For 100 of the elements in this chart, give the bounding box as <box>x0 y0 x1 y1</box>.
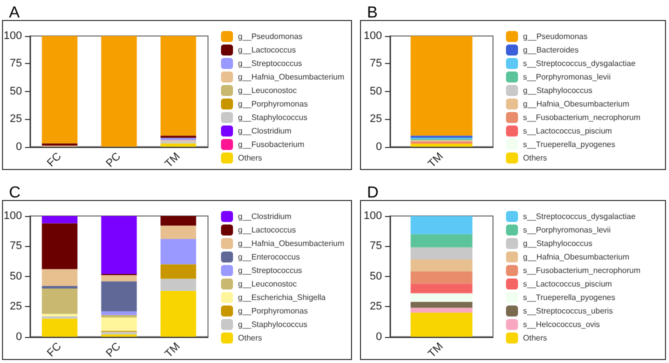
legend-label: s__Porphyromonas_levii <box>523 72 611 82</box>
y-tick-label: 100 <box>4 210 22 222</box>
legend-label: g__Porphyromonas <box>238 306 308 316</box>
legend-label: g__Escherichia_Shigella <box>238 293 326 302</box>
x-tick-label: TM <box>162 340 183 360</box>
legend-label: g__Streptococcus <box>238 59 302 68</box>
bar <box>101 36 137 147</box>
x-tick-label: TM <box>426 150 446 170</box>
bar <box>42 36 78 144</box>
legend-label: s__Lactococcus_piscium <box>523 126 612 136</box>
legend-label: Others <box>238 334 262 342</box>
bar <box>160 36 196 136</box>
y-tick-label: 25 <box>370 113 382 126</box>
bar <box>410 36 472 136</box>
legend-label: s__Trueperella_pyogenes <box>523 140 616 149</box>
legend-label: s__Fusobacterium_necrophorum <box>523 113 641 122</box>
legend-label: g__Porphyromonas <box>238 100 308 108</box>
bar <box>410 272 472 284</box>
y-tick-label: 100 <box>4 30 22 42</box>
bar <box>160 226 196 239</box>
legend-label: g__Fusobacterium <box>238 140 305 149</box>
chart-title: D <box>367 184 379 202</box>
legend-label: s__Helcococcus_ovis <box>523 320 600 329</box>
legend-label: s__Streptococcus_dysgalactiae <box>523 212 636 221</box>
bar <box>410 234 472 248</box>
x-tick-label: TM <box>162 150 183 170</box>
legend-label: Others <box>523 154 548 162</box>
legend-label: g__Staphylococcus <box>238 320 308 329</box>
legend-label: g__Staphylococcus <box>238 113 308 122</box>
y-tick-label: 0 <box>16 330 22 343</box>
bar <box>42 316 78 319</box>
bar <box>410 216 472 234</box>
legend-label: g__Pseudomonas <box>238 32 302 41</box>
chart-title: A <box>9 4 20 22</box>
legend-label: g__Lactococcus <box>238 226 296 234</box>
bar <box>101 334 137 337</box>
y-tick-label: 100 <box>364 210 382 222</box>
y-tick-label: 50 <box>370 85 382 98</box>
y-tick-label: 75 <box>10 240 22 252</box>
x-tick-label: FC <box>45 150 64 170</box>
legend-label: g__Staphylococcus <box>523 86 592 95</box>
bar <box>410 143 472 147</box>
y-tick-label: 0 <box>376 140 382 153</box>
bar <box>160 138 196 140</box>
bar <box>160 278 196 291</box>
y-tick-label: 25 <box>10 300 22 313</box>
legend-label: g__Pseudomonas <box>523 32 588 41</box>
y-tick-label: 25 <box>370 300 382 313</box>
bar <box>42 269 78 286</box>
bar <box>410 259 472 272</box>
legend-label: g__Hafnia_Obesumbacterium <box>523 100 630 108</box>
legend-label: g__Hafnia_Obesumbacterium <box>238 72 345 82</box>
bar <box>160 290 196 337</box>
bar <box>42 288 78 314</box>
x-tick-label: PC <box>104 340 124 360</box>
legend-label: g__Clostridium <box>238 212 292 221</box>
legend-label: s__Porphyromonas_levii <box>523 226 611 234</box>
bar <box>101 216 137 274</box>
legend-label: g__Hafnia_Obesumbacterium <box>238 239 345 248</box>
bar <box>101 317 137 331</box>
y-tick-label: 50 <box>370 270 382 282</box>
legend-label: g__Bacteroides <box>523 46 579 54</box>
legend-label: g__Leuconostoc <box>238 280 297 288</box>
legend-label: g__Streptococcus <box>238 266 302 275</box>
bar <box>160 264 196 279</box>
bar <box>410 284 472 294</box>
legend-label: s__Trueperella_pyogenes <box>523 293 616 302</box>
legend-label: g__Staphylococcus <box>523 239 592 248</box>
bar <box>160 216 196 226</box>
legend-label: g__Hafnia_Obesumbacterium <box>523 252 630 262</box>
legend-label: g__Enterococcus <box>238 252 300 262</box>
bar <box>101 275 137 282</box>
x-tick-label: PC <box>104 150 124 170</box>
legend-label: s__Streptococcus_uberis <box>523 306 613 316</box>
bar <box>410 293 472 302</box>
bar <box>160 238 196 264</box>
y-tick-label: 50 <box>10 270 22 282</box>
legend-label: Others <box>523 334 548 342</box>
legend-label: g__Lactococcus <box>238 46 296 54</box>
bar <box>42 318 78 337</box>
bar <box>42 223 78 270</box>
y-tick-label: 50 <box>10 85 22 98</box>
legend-label: g__Leuconostoc <box>238 86 297 95</box>
y-tick-label: 75 <box>370 240 382 252</box>
legend-label: s__Streptococcus_dysgalactiae <box>523 59 636 68</box>
bar <box>410 247 472 260</box>
y-tick-label: 25 <box>10 113 22 126</box>
bar <box>101 281 137 312</box>
y-tick-label: 0 <box>376 330 382 343</box>
bar <box>410 308 472 313</box>
legend-label: g__Clostridium <box>238 126 292 136</box>
y-tick-label: 75 <box>10 58 22 70</box>
x-tick-label: FC <box>45 340 64 360</box>
chart-title: C <box>9 184 21 202</box>
y-tick-label: 100 <box>364 30 382 42</box>
chart-title: B <box>367 4 378 22</box>
bar <box>410 302 472 308</box>
bar <box>101 332 137 334</box>
y-tick-label: 0 <box>16 140 22 153</box>
bar <box>101 311 137 316</box>
